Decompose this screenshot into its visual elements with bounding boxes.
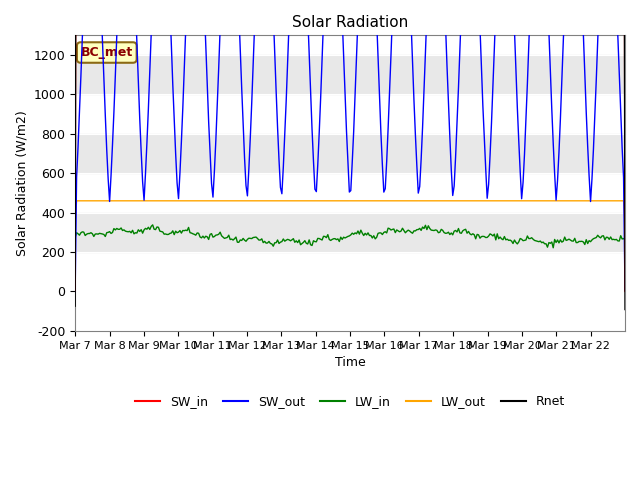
Bar — [75, 134, 625, 173]
Bar — [75, 213, 625, 252]
Legend: SW_in, SW_out, LW_in, LW_out, Rnet: SW_in, SW_out, LW_in, LW_out, Rnet — [130, 390, 570, 413]
Text: BC_met: BC_met — [81, 46, 133, 59]
X-axis label: Time: Time — [335, 356, 365, 369]
Title: Solar Radiation: Solar Radiation — [292, 15, 408, 30]
Y-axis label: Solar Radiation (W/m2): Solar Radiation (W/m2) — [15, 110, 28, 256]
Bar — [75, 55, 625, 95]
